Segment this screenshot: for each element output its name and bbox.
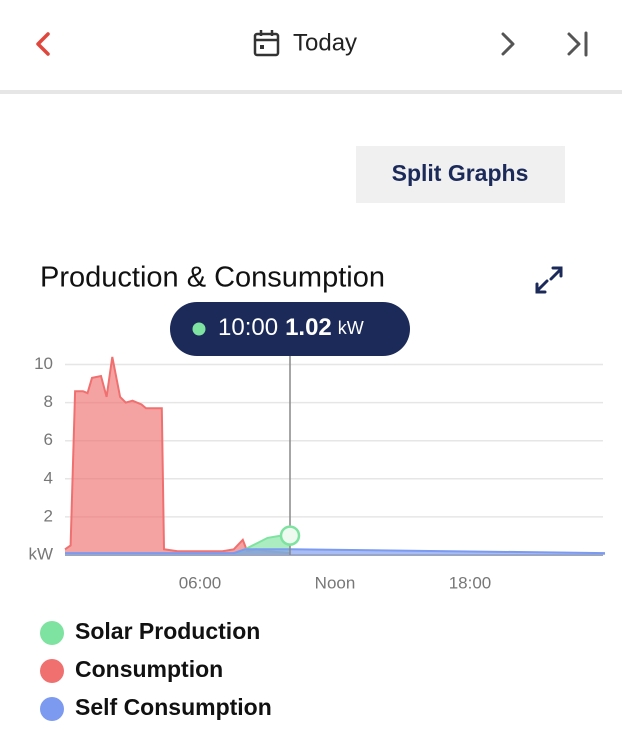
plot: kW 2 4 6 8 10 06:00 Noon 18:00	[28, 354, 606, 592]
legend-label: Consumption	[75, 656, 223, 682]
y-tick-label: 8	[44, 392, 53, 411]
cursor-point	[279, 525, 301, 546]
calendar-icon	[253, 30, 280, 57]
legend-swatch	[40, 697, 64, 721]
legend-label: Self Consumption	[75, 694, 272, 720]
legend-label: Solar Production	[75, 618, 260, 644]
chart-title: Production & Consumption	[40, 262, 385, 294]
split-graphs-button[interactable]	[356, 146, 565, 203]
legend-swatch	[40, 659, 64, 683]
tooltip-time: 10:00	[218, 314, 278, 341]
expand-icon[interactable]	[535, 266, 563, 294]
date-label[interactable]: Today	[293, 29, 357, 56]
tooltip-unit: kW	[338, 318, 364, 338]
last-button[interactable]	[567, 31, 588, 57]
tooltip-value: 1.02	[285, 314, 332, 341]
legend: Solar Production Consumption Self Consumpt…	[40, 618, 272, 721]
next-button[interactable]	[501, 32, 515, 56]
x-tick-label: 18:00	[449, 573, 492, 592]
tooltip-dot	[192, 322, 206, 336]
series-area	[65, 356, 290, 555]
x-tick-label: 06:00	[179, 573, 222, 592]
divider	[0, 90, 622, 94]
y-tick-label: 2	[44, 506, 53, 525]
legend-swatch	[40, 621, 64, 645]
y-tick-label: 10	[34, 354, 53, 373]
x-tick-label: Noon	[315, 573, 356, 592]
y-tick-label: 6	[44, 430, 53, 449]
tooltip	[170, 302, 410, 356]
split-graphs-label[interactable]: Split Graphs	[392, 160, 529, 186]
y-tick-label: 4	[44, 468, 53, 487]
y-tick-label: kW	[28, 544, 53, 563]
series-line	[64, 356, 291, 555]
tooltip-text: 10:00 1.02 kW	[218, 314, 364, 341]
back-button[interactable]	[36, 32, 50, 56]
